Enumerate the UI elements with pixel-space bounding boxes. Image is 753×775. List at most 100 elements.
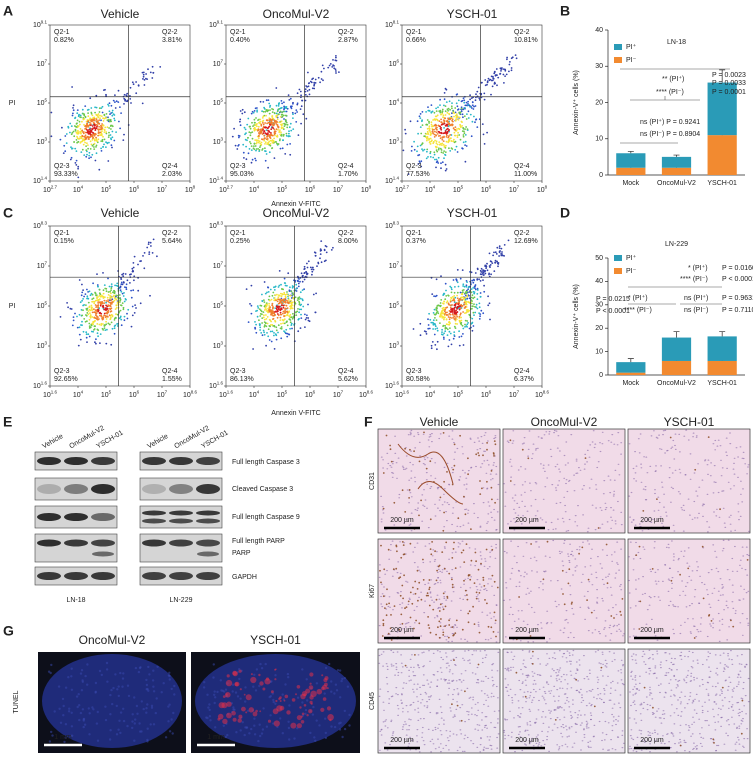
- nucleus: [397, 572, 399, 573]
- x-tick-label-base: 10: [277, 187, 285, 194]
- x-tick-label-exp: 2.7: [51, 185, 58, 190]
- event-dot: [442, 143, 444, 145]
- stained-cell: [475, 560, 477, 562]
- stained-cell: [443, 432, 445, 434]
- nucleus: [557, 580, 559, 581]
- event-dot: [264, 130, 266, 132]
- nucleus: [414, 622, 416, 623]
- stained-cell: [472, 606, 474, 608]
- nucleus: [620, 549, 622, 550]
- event-dot: [260, 332, 262, 334]
- nucleus: [687, 582, 689, 583]
- event-dot: [126, 313, 128, 315]
- nucleus: [527, 456, 529, 457]
- event-dot: [250, 134, 252, 136]
- nucleus: [664, 430, 666, 431]
- nucleus: [460, 587, 462, 588]
- event-dot: [259, 119, 261, 121]
- nucleus: [675, 434, 677, 435]
- event-dot: [295, 288, 297, 290]
- event-dot: [115, 299, 117, 301]
- nucleus: [439, 571, 441, 572]
- x-tick-label-exp: 5: [461, 390, 464, 395]
- event-dot: [440, 167, 442, 169]
- event-dot: [480, 273, 482, 275]
- event-dot: [100, 315, 102, 317]
- stained-cell: [451, 579, 453, 581]
- event-dot: [334, 59, 336, 61]
- nucleus: [698, 603, 700, 604]
- nucleus: [446, 520, 448, 521]
- event-dot: [451, 140, 453, 142]
- event-dot: [464, 132, 466, 134]
- event-dot: [309, 94, 311, 96]
- event-dot: [245, 129, 247, 131]
- event-dot: [258, 319, 260, 321]
- nucleus: [519, 586, 521, 587]
- event-dot: [254, 158, 256, 160]
- nucleus: [405, 581, 407, 582]
- stained-cell: [431, 541, 433, 543]
- nucleus: [429, 543, 431, 544]
- event-dot: [81, 321, 83, 323]
- stained-cell: [495, 443, 497, 445]
- nucleus: [657, 640, 659, 641]
- event-dot: [76, 150, 78, 152]
- panel-label: D: [560, 205, 570, 221]
- event-dot: [487, 269, 489, 271]
- event-dot: [94, 320, 96, 322]
- nucleus: [417, 566, 419, 567]
- event-dot: [249, 141, 251, 143]
- event-dot: [475, 272, 477, 274]
- annotation: P = 0.0033: [712, 80, 746, 87]
- nucleus: [408, 480, 410, 481]
- stained-cell: [418, 622, 420, 624]
- stained-cell: [453, 542, 455, 544]
- y-tick-label-exp: 1.4: [41, 176, 48, 181]
- event-dot: [100, 119, 102, 121]
- nucleus: [464, 639, 466, 640]
- annotation: **** (PI⁻): [624, 307, 652, 314]
- x-tick-label-base: 10: [101, 187, 109, 194]
- event-dot: [271, 324, 273, 326]
- nucleus: [447, 502, 449, 503]
- nucleus: [579, 607, 581, 608]
- y-tick-label-exp: 5: [220, 98, 223, 103]
- event-dot: [71, 157, 73, 159]
- flow-plot: [50, 25, 190, 181]
- nucleus: [603, 584, 605, 585]
- event-dot: [272, 111, 274, 113]
- event-dot: [261, 313, 263, 315]
- x-tick-label-base: 10: [219, 187, 227, 194]
- stained-cell: [494, 440, 496, 442]
- event-dot: [298, 304, 300, 306]
- nucleus: [692, 618, 694, 619]
- event-dot: [476, 304, 478, 306]
- event-dot: [418, 154, 420, 156]
- stained-cell: [443, 512, 445, 514]
- event-dot: [434, 154, 436, 156]
- nucleus: [679, 493, 681, 494]
- nucleus: [608, 476, 610, 477]
- event-dot: [446, 112, 448, 114]
- event-dot: [432, 111, 434, 113]
- scale-label: 200 µm: [515, 517, 539, 524]
- event-dot: [471, 135, 473, 137]
- nucleus: [610, 507, 612, 508]
- event-dot: [273, 318, 275, 320]
- event-dot: [272, 142, 274, 144]
- event-dot: [251, 313, 253, 315]
- event-dot: [73, 320, 75, 322]
- nucleus: [430, 475, 432, 476]
- event-dot: [116, 323, 118, 325]
- nucleus: [685, 474, 687, 475]
- stained-cell: [430, 548, 432, 550]
- event-dot: [96, 317, 98, 319]
- event-dot: [267, 167, 269, 169]
- event-dot: [274, 122, 276, 124]
- x-tick-label: 108.6: [359, 390, 374, 399]
- nucleus: [392, 463, 394, 464]
- nucleus: [400, 624, 402, 625]
- x-tick-label-base: 10: [509, 392, 517, 399]
- event-dot: [104, 329, 106, 331]
